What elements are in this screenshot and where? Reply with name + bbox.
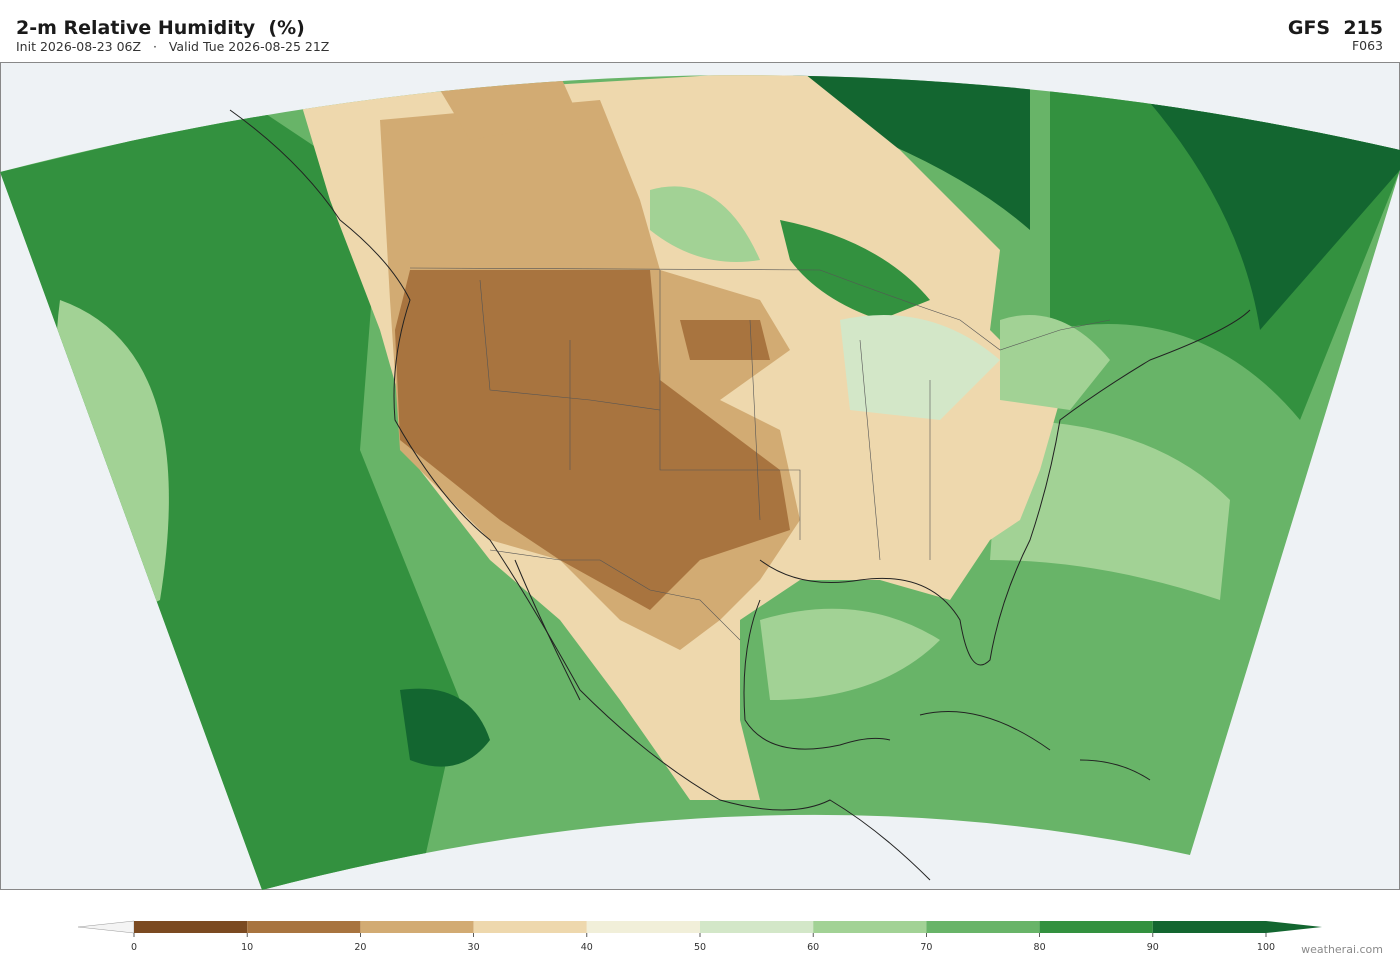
colorbar-segment: [700, 921, 814, 933]
coastlines: [229, 109, 1251, 881]
colorbar: 0 10 20 30 40 50 60 70 80 90 100: [77, 920, 1322, 953]
colorbar-segment: [360, 921, 474, 933]
humidity-field: [0, 75, 1400, 891]
watermark: weatherai.com: [1301, 943, 1383, 956]
colorbar-segment: [247, 921, 361, 933]
colorbar-tick-label: 30: [468, 942, 480, 953]
colorbar-extend-low: [77, 920, 135, 934]
title: 2-m Relative Humidity (%): [16, 17, 305, 39]
colorbar-segment: [1152, 921, 1266, 933]
map: [0, 62, 1400, 891]
colorbar-tick-label: 50: [694, 942, 706, 953]
colorbar-segment: [926, 921, 1040, 933]
colorbar-tick-label: 100: [1257, 942, 1275, 953]
forecast-hour: F063: [1352, 38, 1383, 53]
colorbar-tick-label: 70: [920, 942, 932, 953]
model-name: GFS 215: [1288, 17, 1383, 39]
colorbar-tick-label: 80: [1034, 942, 1046, 953]
colorbar-tick-label: 90: [1147, 942, 1159, 953]
colorbar-tick-label: 10: [241, 942, 253, 953]
colorbar-tick-label: 20: [354, 942, 366, 953]
colorbar-tick-label: 40: [581, 942, 593, 953]
colorbar-segment: [586, 921, 700, 933]
subtitle: Init 2026-08-23 06Z · Valid Tue 2026-08-…: [16, 39, 329, 54]
colorbar-segment: [473, 921, 587, 933]
colorbar-extend-high: [1266, 921, 1322, 933]
borders: [409, 267, 1111, 641]
colorbar-segment: [134, 921, 248, 933]
colorbar-tick-label: 60: [807, 942, 819, 953]
colorbar-segment: [813, 921, 927, 933]
colorbar-segment: [1039, 921, 1153, 933]
colorbar-tick-label: 0: [131, 942, 137, 953]
